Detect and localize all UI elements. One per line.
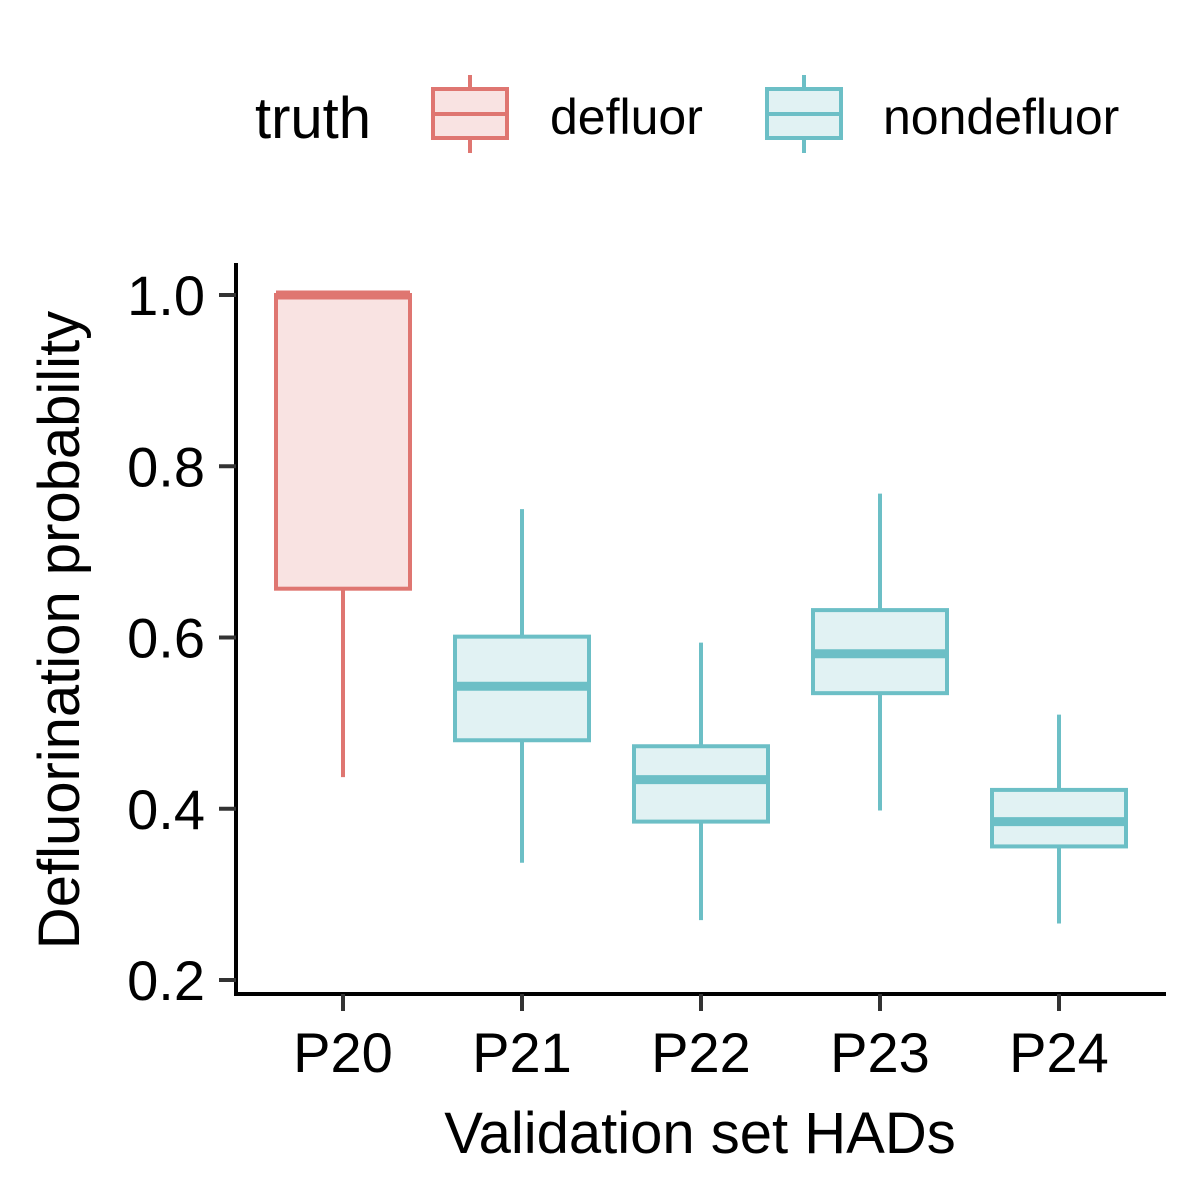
box-P23 <box>811 493 949 811</box>
boxes-layer <box>274 290 1128 924</box>
legend-item-defluor: defluor <box>431 75 703 153</box>
x-axis-ticks: P20 P21 P22 P23 P24 <box>293 994 1109 1084</box>
y-axis-ticks: 0.2 0.4 0.6 0.8 1.0 <box>127 264 236 1012</box>
box-P21 <box>453 509 591 863</box>
legend-item-nondefluor: nondefluor <box>765 75 1119 153</box>
legend: truth defluor nondefluor <box>255 75 1119 153</box>
x-tick-label: P21 <box>472 1021 572 1084</box>
x-tick-label: P24 <box>1009 1021 1109 1084</box>
y-tick-label: 1.0 <box>127 264 205 327</box>
x-tick-label: P23 <box>830 1021 930 1084</box>
plot-area: 0.2 0.4 0.6 0.8 1.0 P20 P21 P22 P23 P24 <box>127 263 1166 1084</box>
x-axis-title: Validation set HADs <box>444 1101 956 1166</box>
box-P20 <box>274 290 412 778</box>
box-P22 <box>632 642 770 921</box>
legend-label: nondefluor <box>883 89 1119 145</box>
y-tick-label: 0.4 <box>127 778 205 841</box>
legend-title: truth <box>255 86 371 151</box>
y-tick-label: 0.8 <box>127 435 205 498</box>
legend-label: defluor <box>550 89 703 145</box>
y-tick-label: 0.2 <box>127 949 205 1012</box>
box-P24 <box>990 714 1128 924</box>
legend-key-defluor <box>431 75 509 153</box>
box-iqr <box>274 293 412 591</box>
y-tick-label: 0.6 <box>127 607 205 670</box>
y-axis-title: Defluorination probability <box>27 311 92 949</box>
x-tick-label: P20 <box>293 1021 393 1084</box>
x-tick-label: P22 <box>651 1021 751 1084</box>
legend-key-nondefluor <box>765 75 843 153</box>
